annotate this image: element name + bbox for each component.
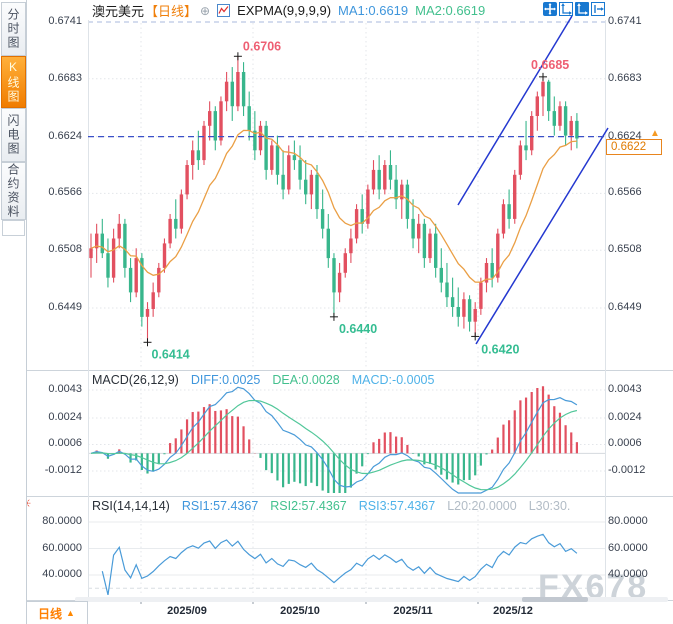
gridlines: [88, 21, 605, 604]
current-price-box: 0.6622: [606, 139, 662, 155]
period-selector-arrow-icon: ▲: [66, 608, 75, 618]
price-axis-label-right: 0.6508: [608, 243, 642, 256]
rsi-axis-label-right: 40.0000: [608, 568, 648, 580]
price-axis-label-left: 0.6508: [48, 243, 82, 256]
rsi-l30-value: L30:30.: [528, 499, 571, 513]
period-tag: 【日线】: [145, 4, 198, 19]
rsi-header: RSI(14,14,14) RSI1:57.4367 RSI2:57.4367 …: [92, 499, 570, 513]
indicator-name: EXPMA(9,9,9,9): [237, 3, 332, 18]
scale-x-axis-icon[interactable]: [575, 2, 589, 16]
sidebar-item-contract-info[interactable]: 合约资料: [1, 162, 26, 220]
candlestick-series: [89, 56, 579, 343]
rsi-l20-value: L20:20.0000: [447, 499, 517, 513]
macd-dea-value: DEA:0.0028: [272, 373, 340, 387]
price-axis-label-right: 0.6566: [608, 186, 642, 199]
sidebar-item-time-chart[interactable]: 分时图: [1, 2, 26, 56]
price-axis-label-left: 0.6566: [48, 186, 82, 199]
price-axis-label-right: 0.6624: [608, 129, 642, 142]
price-axis-label-left: 0.6683: [48, 71, 82, 84]
horizontal-scrollbar-thumb[interactable]: [522, 597, 588, 602]
macd-axis-label-right: 0.0006: [608, 437, 642, 450]
macd-axis-label-left: -0.0012: [44, 463, 82, 476]
chart-toolbar: [543, 2, 605, 16]
rsi-axis-label-left: 80.0000: [42, 515, 82, 527]
horizontal-scrollbar-track[interactable]: [75, 597, 668, 602]
macd-diff-value: DIFF:0.0025: [190, 373, 261, 387]
rsi-title[interactable]: RSI(14,14,14): [92, 499, 170, 513]
macd-series: [90, 386, 579, 494]
indicator-chart-icon[interactable]: [217, 4, 231, 17]
sidebar-spacer: [2, 220, 25, 236]
symbol-name: 澳元美元: [92, 4, 145, 19]
macd-axis-label-left: 0.0024: [48, 410, 82, 423]
chart-header: 澳元美元 【日线】 ⊕ EXPMA(9,9,9,9) MA1:0.6619 MA…: [92, 2, 485, 19]
price-axis-label-right: 0.6683: [608, 71, 642, 84]
sidebar-item-kline-chart[interactable]: K线图: [1, 56, 26, 108]
ma1-value: MA1:0.6619: [338, 3, 409, 18]
x-axis-date-label: 2025/10: [280, 605, 320, 617]
price-axis-label-right: 0.6741: [608, 15, 642, 27]
sidebar: 分时图 K线图 闪电图 合约资料: [0, 0, 27, 624]
scale-y-axis-icon[interactable]: [559, 2, 573, 16]
x-axis-date-label: 2025/11: [393, 605, 433, 617]
trend-channel-lines: [457, 15, 609, 345]
price-axis-label-right: 0.6449: [608, 301, 642, 313]
rsi1-value: RSI1:57.4367: [181, 499, 259, 513]
price-axis-label-left: 0.6741: [48, 15, 82, 27]
ma2-value: MA2:0.6619: [415, 3, 486, 18]
macd-axis-label-right: 0.0024: [608, 410, 642, 423]
period-selector[interactable]: 日线 ▲: [26, 601, 88, 624]
price-annotations: 0.6706 0.6685 0.6414 0.6440 0.6420: [143, 39, 569, 361]
pan-tool-icon[interactable]: [543, 2, 557, 16]
svg-text:0.6420: 0.6420: [481, 342, 519, 356]
rsi-axis-label-left: 60.0000: [42, 541, 82, 554]
macd-header: MACD(26,12,9) DIFF:0.0025 DEA:0.0028 MAC…: [92, 373, 434, 387]
svg-text:0.6706: 0.6706: [243, 39, 281, 53]
rsi2-value: RSI2:57.4367: [270, 499, 347, 513]
rsi-axis-label-right: 80.0000: [608, 515, 648, 527]
macd-axis-label-right: 0.0043: [608, 383, 642, 395]
macd-axis-label-left: 0.0006: [48, 437, 82, 450]
period-selector-label: 日线: [38, 606, 63, 621]
rsi-line: [101, 533, 578, 596]
rsi-axis-label-right: 60.0000: [608, 541, 648, 554]
sidebar-item-lightning-chart[interactable]: 闪电图: [1, 108, 26, 162]
x-axis-date-label: 2025/09: [167, 605, 207, 617]
price-axis-label-left: 0.6624: [48, 129, 82, 142]
expma-line: [90, 129, 577, 283]
rsi-axis-label-left: 40.0000: [42, 568, 82, 580]
svg-text:0.6440: 0.6440: [339, 322, 377, 336]
macd-axis-label-right: -0.0012: [608, 463, 646, 476]
exit-chart-icon[interactable]: [591, 2, 605, 16]
svg-text:0.6685: 0.6685: [531, 58, 569, 72]
add-indicator-icon[interactable]: ⊕: [200, 3, 211, 18]
x-axis-date-label: 2025/12: [493, 605, 533, 617]
macd-title[interactable]: MACD(26,12,9): [92, 373, 179, 387]
price-alert-marker-icon: ▲: [650, 128, 660, 139]
panel-borders: [26, 20, 673, 601]
rsi3-value: RSI3:57.4367: [358, 499, 436, 513]
macd-macd-value: MACD:-0.0005: [351, 373, 435, 387]
price-axis-label-left: 0.6449: [48, 301, 82, 313]
macd-axis-label-left: 0.0043: [48, 383, 82, 395]
svg-text:0.6414: 0.6414: [152, 347, 190, 361]
